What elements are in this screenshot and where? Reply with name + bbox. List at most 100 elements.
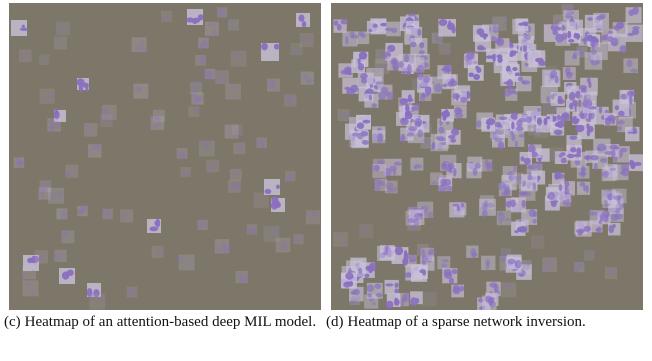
heatmap-tile bbox=[421, 291, 439, 307]
heatmap-tile bbox=[507, 130, 526, 148]
heatmap-tile bbox=[18, 49, 32, 64]
heatmap-tile bbox=[449, 202, 465, 218]
heatmap-tile bbox=[612, 99, 630, 117]
heatmap-tile bbox=[348, 133, 362, 148]
heatmap-tile bbox=[438, 177, 453, 192]
heatmap-tile bbox=[176, 254, 195, 271]
heatmap-tile bbox=[356, 31, 370, 45]
heatmap-tile bbox=[77, 203, 88, 217]
heatmap-tile bbox=[575, 220, 592, 237]
heatmap-tile bbox=[275, 237, 291, 253]
heatmap-tile bbox=[65, 164, 79, 179]
heatmap-tile bbox=[186, 9, 204, 25]
heatmap-tile bbox=[554, 151, 568, 165]
heatmap-tile bbox=[300, 71, 314, 85]
heatmap-tile bbox=[385, 293, 401, 309]
heatmap-tile bbox=[151, 109, 165, 122]
heatmap-tile bbox=[542, 69, 560, 88]
heatmap-tile bbox=[387, 56, 402, 71]
heatmap-tile bbox=[60, 230, 75, 244]
heatmap-tile bbox=[550, 120, 565, 136]
heatmap-tile bbox=[441, 108, 454, 122]
heatmap-tile bbox=[384, 21, 401, 37]
heatmap-tile bbox=[399, 104, 413, 120]
heatmap-tile bbox=[366, 282, 383, 299]
heatmap-tile bbox=[364, 93, 379, 108]
heatmap-tile bbox=[607, 222, 621, 236]
heatmap-tile bbox=[385, 42, 403, 61]
heatmap-tile bbox=[584, 249, 596, 261]
heatmap-tile bbox=[76, 78, 89, 93]
heatmap-tile bbox=[515, 18, 529, 32]
heatmap-tile bbox=[481, 117, 496, 132]
heatmap-tile bbox=[333, 232, 348, 248]
heatmap-tile bbox=[215, 7, 228, 19]
heatmap-tile bbox=[602, 165, 618, 181]
caption-tag-d: (d) bbox=[326, 314, 344, 330]
heatmap-tile bbox=[399, 90, 415, 105]
heatmap-tile bbox=[604, 143, 620, 158]
heatmap-tile bbox=[22, 265, 37, 280]
heatmap-tile bbox=[510, 197, 526, 213]
heatmap-tile bbox=[100, 113, 115, 127]
heatmap-tile bbox=[602, 191, 620, 209]
heatmap-tile bbox=[228, 17, 240, 31]
heatmap-tile bbox=[466, 245, 479, 259]
heatmap-tile bbox=[267, 78, 280, 92]
heatmap-tile bbox=[577, 94, 593, 108]
heatmap-tile bbox=[552, 14, 565, 27]
heatmap-tile bbox=[499, 254, 515, 271]
heatmap-tile bbox=[534, 123, 551, 138]
heatmap-tile bbox=[527, 123, 541, 137]
heatmap-tile bbox=[23, 255, 39, 271]
heatmap-tile bbox=[482, 295, 497, 310]
heatmap-tile bbox=[245, 224, 258, 235]
heatmap-tile bbox=[101, 104, 117, 120]
heatmap-tile bbox=[372, 58, 390, 74]
heatmap-tile bbox=[421, 121, 432, 134]
caption-text-d: Heatmap of a sparse network inversion. bbox=[347, 314, 586, 330]
heatmap-tile bbox=[22, 280, 39, 298]
heatmap-tile bbox=[516, 75, 532, 92]
heatmap-tile bbox=[54, 36, 68, 50]
heatmap-tile bbox=[625, 24, 643, 42]
heatmap-tile bbox=[576, 181, 591, 195]
heatmap-tile bbox=[120, 209, 134, 223]
heatmap-tile bbox=[612, 163, 630, 181]
heatmap-tile bbox=[56, 21, 71, 36]
heatmap-tile bbox=[102, 208, 113, 220]
heatmap-tile bbox=[573, 260, 585, 274]
heatmap-tile bbox=[464, 50, 479, 66]
heatmap-tile bbox=[410, 157, 424, 171]
heatmap-tile bbox=[503, 87, 519, 101]
heatmap-tile bbox=[384, 279, 400, 295]
heatmap-tile bbox=[351, 130, 370, 149]
heatmap-tile bbox=[296, 13, 310, 28]
heatmap-tile bbox=[413, 264, 428, 280]
heatmap-tile bbox=[492, 16, 508, 31]
heatmap-tile bbox=[542, 65, 558, 81]
heatmap-tile bbox=[397, 53, 417, 73]
heatmap-tile bbox=[442, 268, 458, 285]
heatmap-tile bbox=[558, 194, 571, 208]
heatmap-panel-sparse-inversion bbox=[331, 3, 643, 310]
heatmap-tile bbox=[583, 150, 599, 163]
heatmap-tile bbox=[270, 196, 285, 212]
heatmap-tile bbox=[342, 31, 359, 47]
heatmap-tile bbox=[506, 254, 522, 270]
heatmap-tile bbox=[628, 154, 643, 172]
heatmap-tile bbox=[453, 105, 467, 119]
heatmap-tile bbox=[147, 218, 161, 233]
heatmap-tile bbox=[263, 224, 280, 243]
heatmap-tile bbox=[150, 116, 165, 130]
heatmap-tile bbox=[497, 181, 512, 197]
heatmap-tile bbox=[180, 167, 193, 179]
heatmap-tile bbox=[617, 116, 633, 133]
heatmap-tile bbox=[253, 192, 269, 208]
heatmap-tile bbox=[376, 245, 393, 261]
heatmap-tile bbox=[542, 101, 557, 116]
heatmap-tile bbox=[562, 67, 576, 80]
heatmap-tile bbox=[501, 281, 517, 298]
heatmap-tile bbox=[511, 221, 528, 236]
heatmap-tile bbox=[508, 174, 523, 189]
